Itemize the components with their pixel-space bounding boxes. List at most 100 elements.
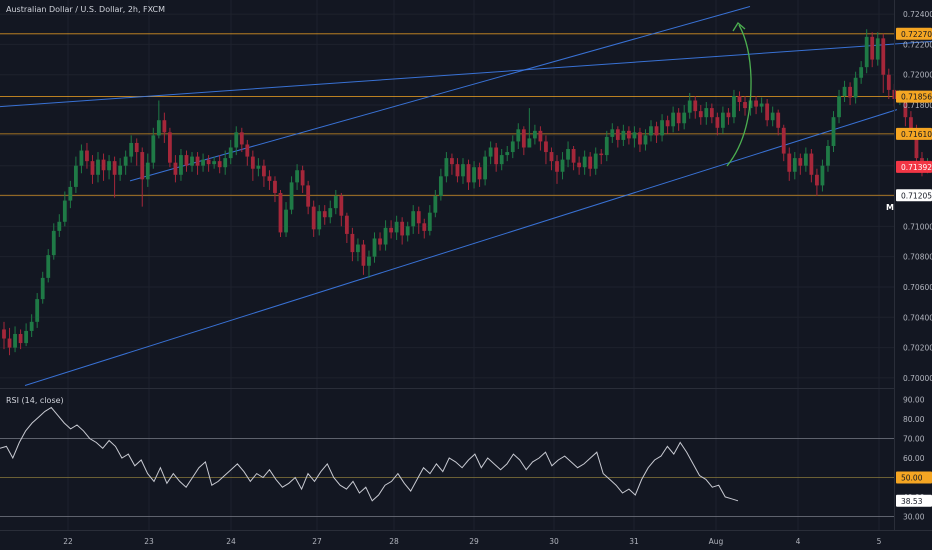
candle-body [278,192,283,233]
candle-body [682,112,687,124]
candle-body [250,156,255,169]
candle-body [356,244,360,253]
time-tick-label: 28 [389,537,399,546]
candle-body [256,165,261,169]
candle-body [864,36,869,68]
candle-body [765,103,770,121]
candle-body [671,112,676,127]
candle-body [239,132,244,145]
time-tick-label: 23 [144,537,154,546]
candle-body [234,132,239,148]
candle-body [593,153,598,169]
candle-body [433,196,438,213]
candle-body [156,120,161,136]
candle-body [626,130,631,139]
candle-body [68,186,73,201]
candle-body [621,130,626,140]
candle-body [715,117,720,128]
price-axis[interactable]: 0.724000.722000.720000.718000.716000.714… [896,10,932,383]
candle-body [538,130,543,142]
candle-body [422,223,427,231]
candle-body [698,111,703,118]
candle-body [604,136,609,156]
candle-body [378,238,382,245]
candle-body [339,196,344,216]
candle-body [134,142,139,153]
candle-body [903,95,908,118]
trendlines[interactable] [0,6,932,386]
price-badge-label: 0.71610 [901,130,932,139]
candle-body [96,159,100,175]
candle-body [853,77,858,98]
candle-body [516,129,521,142]
rsi-axis[interactable]: 90.0080.0070.0060.0050.0040.0030.0050.00… [896,396,932,522]
candle-body [383,227,388,245]
time-tick-label: Aug [709,537,724,546]
candle-body [40,277,45,300]
trendline-0[interactable] [0,40,932,108]
candle-body [13,333,17,348]
candle-body [831,117,836,146]
candle-body [2,329,6,339]
candle-body [311,206,316,230]
candle-body [654,126,659,136]
time-tick-label: 24 [226,537,236,546]
candle-body [466,164,471,183]
candle-body [638,132,642,145]
candle-body [35,299,40,322]
candle-body [555,161,559,172]
candle-body [245,144,250,157]
candle-body [483,156,488,180]
candle-body [90,161,95,175]
candle-body [438,176,443,197]
candle-body [444,158,449,177]
candle-body [909,117,913,130]
candle-body [820,165,825,186]
candle-body [18,333,23,344]
candle-body [577,162,582,168]
candle-body [743,102,747,109]
candle-body [184,155,189,166]
candle-body [770,112,775,121]
rsi-tick-label: 30.00 [903,512,925,521]
price-badge-label: 0.71205 [901,191,932,200]
candle-body [217,161,222,168]
candle-body [195,156,200,166]
candle-body [367,256,371,266]
candle-body [333,196,338,209]
candle-body [24,330,29,344]
candle-body [107,161,111,171]
rsi-badge [896,471,932,484]
candle-body [914,129,919,159]
candle-body [781,127,786,154]
candle-body [295,170,299,183]
candle-body [85,150,89,162]
trendline-2[interactable] [24,109,898,386]
candle-body [737,95,742,103]
price-badge-label: 0.72270 [901,30,932,39]
candle-body [118,165,123,175]
marker-label: M [886,203,894,212]
candle-body [754,100,758,107]
candle-body [472,167,476,183]
candle-body [168,132,172,163]
candle-body [306,185,311,207]
price-tick-label: 0.70800 [903,253,932,262]
time-axis[interactable]: 22 23 24 27 28 29 30 31 Aug 4 5 [63,537,881,546]
candle-body [46,255,51,278]
candle-body [416,211,421,224]
trendline-1[interactable] [129,6,751,182]
candle-body [7,338,12,348]
candle-body [870,36,875,60]
rsi-tick-label: 80.00 [903,415,925,424]
candle-body [560,159,565,172]
candle-body [815,174,819,186]
candle-body [521,129,526,148]
candle-body [494,147,499,165]
candle-body [162,120,167,133]
green-arrow-annotation[interactable] [726,24,752,167]
candle-body [505,152,510,156]
candle-body [510,141,515,153]
candle-body [632,132,637,139]
